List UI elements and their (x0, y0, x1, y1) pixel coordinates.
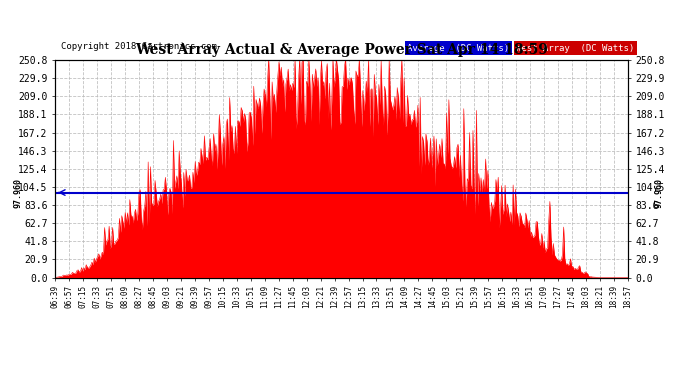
Text: 97.960: 97.960 (655, 177, 664, 207)
Title: West Array Actual & Average Power Sat Apr 14 18:59: West Array Actual & Average Power Sat Ap… (135, 44, 548, 57)
Text: 97.960: 97.960 (14, 177, 23, 207)
Text: Average  (DC Watts): Average (DC Watts) (407, 44, 509, 52)
Text: West Array  (DC Watts): West Array (DC Watts) (516, 44, 635, 52)
Text: Copyright 2018 Cartronics.com: Copyright 2018 Cartronics.com (61, 42, 217, 51)
